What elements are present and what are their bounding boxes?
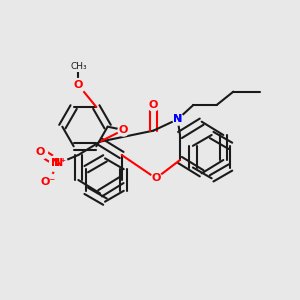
Text: N: N [173, 114, 182, 124]
Text: O: O [151, 173, 161, 183]
Text: O: O [148, 100, 158, 110]
Text: O⁻: O⁻ [41, 177, 56, 187]
Text: O: O [74, 80, 83, 90]
Text: O: O [118, 125, 128, 135]
Text: N: N [173, 114, 182, 124]
Text: N: N [54, 158, 63, 168]
Text: N⁺: N⁺ [51, 158, 66, 168]
Text: O: O [35, 147, 45, 157]
Text: CH₃: CH₃ [70, 62, 87, 71]
